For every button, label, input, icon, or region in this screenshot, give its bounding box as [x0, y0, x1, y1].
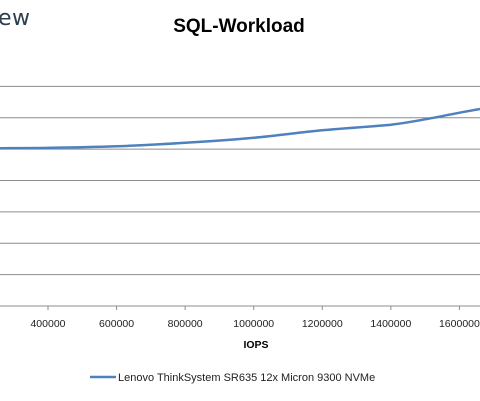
legend: Lenovo ThinkSystem SR635 12x Micron 9300…: [90, 372, 375, 384]
x-tick-label: 1400000: [370, 318, 411, 330]
gridlines: [0, 85, 480, 276]
x-axis: [0, 305, 480, 310]
series-lines: [0, 107, 480, 150]
legend-label: Lenovo ThinkSystem SR635 12x Micron 9300…: [118, 372, 375, 384]
x-tick-label: 600000: [99, 318, 134, 330]
brand-logo-fragment: ew: [0, 6, 31, 31]
series-line-1: [0, 107, 480, 150]
chart-title: SQL-Workload: [173, 16, 305, 37]
x-tick-labels: 400000 600000 800000 1000000 1200000 1400000 1…: [30, 318, 480, 330]
x-tick-label: 1600000: [439, 318, 480, 330]
x-tick-label: 1200000: [302, 318, 343, 330]
x-tick-label: 1000000: [233, 318, 274, 330]
x-tick-label: 400000: [30, 318, 65, 330]
x-axis-label: IOPS: [243, 339, 268, 351]
x-tick-label: 800000: [168, 318, 203, 330]
